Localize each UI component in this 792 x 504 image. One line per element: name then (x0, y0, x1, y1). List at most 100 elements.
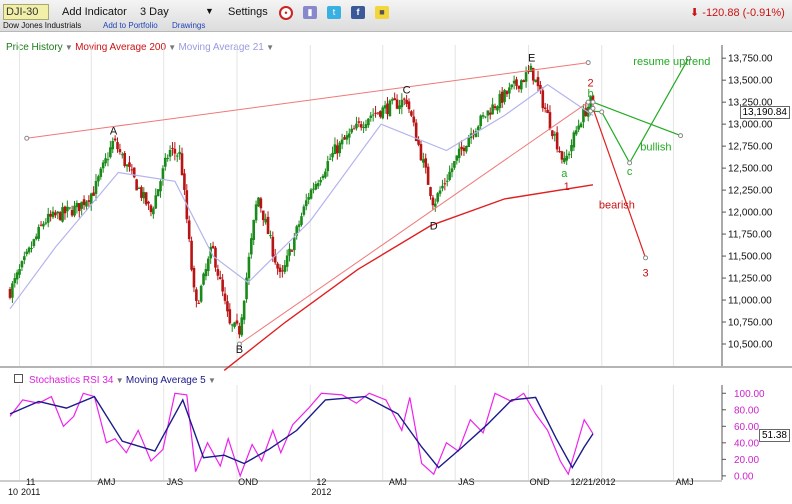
candle-body (574, 130, 578, 135)
candle-body (66, 206, 69, 212)
add-indicator-button[interactable]: Add Indicator (62, 6, 127, 18)
candle-body (154, 195, 158, 209)
candle-body (264, 219, 267, 223)
candle-body (419, 144, 423, 161)
candle-body (54, 212, 57, 216)
candle-body (496, 106, 499, 111)
candle-body (510, 84, 514, 88)
candle-body (132, 167, 136, 178)
candle-body (180, 153, 184, 175)
candle-body (436, 193, 439, 202)
candle-body (400, 99, 404, 108)
candle-body (118, 149, 122, 153)
price-tick-label: 12,000.00 (728, 208, 773, 219)
chevron-down-icon[interactable]: ▼ (205, 6, 214, 16)
candle-body (455, 155, 459, 161)
alarm-clock-icon[interactable]: • (279, 6, 293, 20)
ma21-line (9, 83, 594, 310)
candle-body (357, 121, 361, 123)
candle-body (137, 187, 141, 189)
candle-body (522, 80, 525, 83)
candle-body (553, 134, 557, 136)
candle-body (338, 142, 342, 154)
chevron-down-icon[interactable]: ▼ (62, 43, 76, 52)
candle-body (283, 265, 287, 272)
candle-body (343, 137, 346, 140)
candle-body (266, 216, 270, 235)
candle-body (70, 210, 74, 216)
symbol-box[interactable]: DJI-30 (3, 4, 49, 20)
last-price-box: 13,190.84 (739, 106, 790, 119)
candle-body (230, 324, 234, 326)
candle-body (412, 116, 416, 123)
candle-body (135, 179, 138, 191)
x-tick-label: 12 (316, 477, 326, 487)
legend-ma200[interactable]: Moving Average 200 (75, 42, 167, 53)
rsi-legend: Stochastics RSI 34 ▼ Moving Average 5 ▼ (14, 374, 216, 386)
bookmark-icon[interactable]: ▮ (303, 6, 317, 19)
candle-body (476, 126, 480, 131)
period-select[interactable]: 3 Day (140, 6, 169, 18)
candle-body (460, 146, 463, 150)
chevron-down-icon[interactable]: ▼ (166, 43, 179, 52)
candle-body (92, 192, 95, 196)
candle-body (156, 189, 160, 197)
candle-body (307, 196, 310, 200)
candle-body (87, 200, 91, 202)
candle-body (577, 125, 580, 130)
candle-body (183, 173, 186, 190)
candle-body (32, 239, 36, 247)
candle-body (204, 269, 208, 277)
add-to-portfolio-link[interactable]: Add to Portfolio (103, 21, 158, 30)
twitter-icon[interactable]: t (327, 6, 341, 19)
annotation: bearish (599, 200, 635, 212)
candle-body (46, 213, 50, 223)
collapse-icon[interactable] (14, 374, 23, 383)
candle-body (429, 187, 432, 197)
wave-label: c (627, 166, 633, 178)
legend-ma5[interactable]: Moving Average 5 (125, 375, 206, 386)
candle-body (271, 236, 275, 257)
candle-body (450, 168, 454, 173)
chevron-down-icon[interactable]: ▼ (263, 43, 275, 52)
candle-body (572, 132, 576, 148)
x-tick-label: OND (238, 477, 259, 487)
price-tick-label: 11,250.00 (728, 274, 772, 285)
candle-body (199, 285, 203, 302)
candle-body (352, 128, 356, 130)
candle-body (333, 144, 337, 155)
price-tick-label: 12,500.00 (728, 164, 773, 175)
annotation: resume uptrend (633, 56, 710, 68)
chevron-down-icon[interactable]: ▼ (113, 376, 126, 385)
candle-body (314, 183, 318, 190)
candle-body (498, 93, 502, 109)
rsi-tick-label: 80.00 (734, 405, 759, 416)
legend-price-history[interactable]: Price History (6, 42, 63, 53)
chevron-down-icon[interactable]: ▼ (205, 376, 216, 385)
candle-body (355, 123, 358, 129)
drawings-link[interactable]: Drawings (172, 21, 206, 30)
candle-body (529, 65, 533, 72)
facebook-icon[interactable]: f (351, 6, 365, 19)
legend-ma21[interactable]: Moving Average 21 (178, 42, 264, 53)
legend-stoch-rsi[interactable]: Stochastics RSI 34 (29, 375, 114, 386)
candle-body (161, 168, 165, 180)
candle-body (536, 77, 540, 87)
candle-body (202, 273, 205, 285)
candle-body (505, 91, 509, 95)
settings-button[interactable]: Settings (228, 6, 268, 18)
projection-green-line (590, 57, 690, 165)
x-origin-label: 10 (8, 487, 18, 497)
candle-body (316, 183, 320, 187)
candle-body (374, 112, 377, 114)
candle-body (448, 171, 451, 180)
candle-body (147, 201, 150, 204)
note-icon[interactable]: ■ (375, 6, 389, 19)
toolbar: DJI-30 Add Indicator 3 Day ▼ Settings • … (0, 0, 792, 32)
candle-body (367, 118, 370, 126)
candle-body (175, 155, 179, 157)
candle-body (565, 155, 568, 161)
pane-separator[interactable] (0, 366, 792, 368)
candle-body (508, 87, 511, 94)
